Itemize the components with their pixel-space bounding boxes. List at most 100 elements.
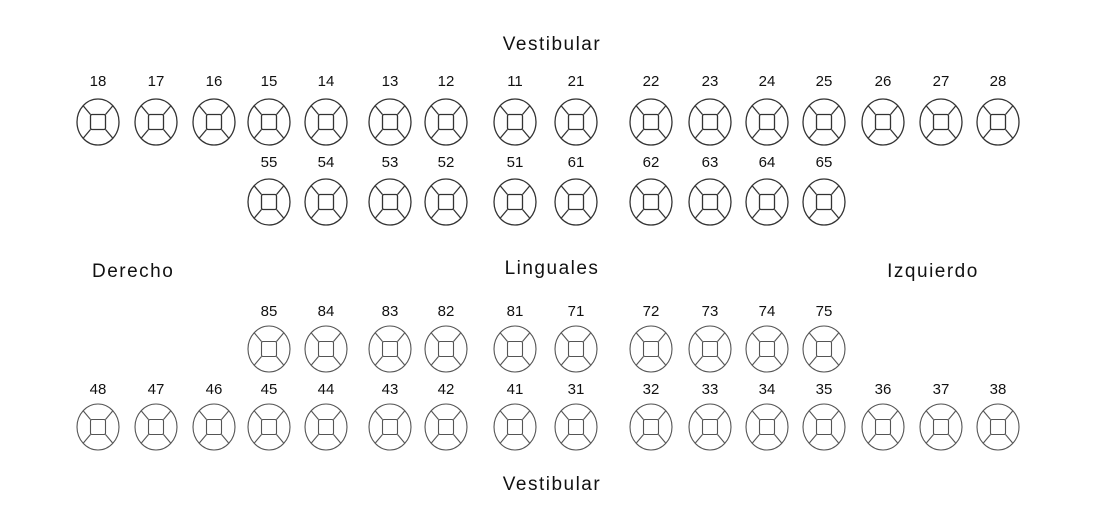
tooth-18[interactable]: 18: [76, 73, 120, 146]
tooth-62[interactable]: 62: [629, 154, 673, 226]
tooth-surface-divider: [717, 105, 726, 115]
tooth-65[interactable]: 65: [802, 154, 846, 226]
tooth-occlusal-surface: [815, 113, 833, 131]
tooth-number: 61: [568, 154, 585, 171]
tooth-surface-divider: [140, 434, 149, 444]
tooth-surface-divider: [374, 209, 383, 219]
tooth-47[interactable]: 47: [134, 381, 178, 451]
tooth-32[interactable]: 32: [629, 381, 673, 451]
tooth-surface-divider: [374, 185, 383, 195]
label-derecho: Derecho: [92, 261, 174, 282]
tooth-84[interactable]: 84: [304, 303, 348, 373]
tooth-63[interactable]: 63: [688, 154, 732, 226]
tooth-outline: [304, 178, 348, 226]
tooth-26[interactable]: 26: [861, 73, 905, 146]
tooth-74[interactable]: 74: [745, 303, 789, 373]
tooth-24[interactable]: 24: [745, 73, 789, 146]
tooth-52[interactable]: 52: [424, 154, 468, 226]
tooth-42[interactable]: 42: [424, 381, 468, 451]
tooth-51[interactable]: 51: [493, 154, 537, 226]
tooth-12[interactable]: 12: [424, 73, 468, 146]
tooth-21[interactable]: 21: [554, 73, 598, 146]
tooth-surface-divider: [890, 105, 899, 115]
tooth-72[interactable]: 72: [629, 303, 673, 373]
tooth-surface-divider: [140, 129, 149, 139]
tooth-surface-divider: [831, 434, 840, 444]
tooth-23[interactable]: 23: [688, 73, 732, 146]
tooth-number: 16: [206, 73, 223, 90]
tooth-surface-divider: [221, 129, 230, 139]
tooth-36[interactable]: 36: [861, 381, 905, 451]
tooth-outline: [424, 403, 468, 451]
tooth-34[interactable]: 34: [745, 381, 789, 451]
tooth-37[interactable]: 37: [919, 381, 963, 451]
tooth-surface-divider: [1005, 105, 1014, 115]
tooth-35[interactable]: 35: [802, 381, 846, 451]
tooth-82[interactable]: 82: [424, 303, 468, 373]
tooth-surface-divider: [948, 129, 957, 139]
tooth-71[interactable]: 71: [554, 303, 598, 373]
tooth-83[interactable]: 83: [368, 303, 412, 373]
tooth-surface-divider: [397, 185, 406, 195]
tooth-surface-divider: [499, 332, 508, 342]
tooth-surface-divider: [276, 129, 285, 139]
tooth-85[interactable]: 85: [247, 303, 291, 373]
tooth-61[interactable]: 61: [554, 154, 598, 226]
tooth-surface-divider: [333, 434, 342, 444]
tooth-31[interactable]: 31: [554, 381, 598, 451]
tooth-surface-divider: [831, 129, 840, 139]
tooth-number: 46: [206, 381, 223, 398]
tooth-45[interactable]: 45: [247, 381, 291, 451]
tooth-14[interactable]: 14: [304, 73, 348, 146]
tooth-16[interactable]: 16: [192, 73, 236, 146]
tooth-occlusal-surface: [815, 340, 833, 358]
tooth-13[interactable]: 13: [368, 73, 412, 146]
tooth-11[interactable]: 11: [493, 73, 537, 146]
tooth-55[interactable]: 55: [247, 154, 291, 226]
tooth-outline: [976, 403, 1020, 451]
tooth-33[interactable]: 33: [688, 381, 732, 451]
tooth-17[interactable]: 17: [134, 73, 178, 146]
tooth-surface-divider: [333, 410, 342, 420]
tooth-surface-divider: [982, 410, 991, 420]
tooth-surface-divider: [499, 434, 508, 444]
tooth-28[interactable]: 28: [976, 73, 1020, 146]
tooth-occlusal-surface: [437, 418, 455, 436]
tooth-38[interactable]: 38: [976, 381, 1020, 451]
tooth-occlusal-surface: [317, 113, 335, 131]
tooth-46[interactable]: 46: [192, 381, 236, 451]
tooth-number: 52: [438, 154, 455, 171]
tooth-27[interactable]: 27: [919, 73, 963, 146]
tooth-surface-divider: [453, 209, 462, 219]
tooth-15[interactable]: 15: [247, 73, 291, 146]
tooth-surface-divider: [374, 105, 383, 115]
tooth-surface-divider: [560, 185, 569, 195]
tooth-occlusal-surface: [317, 340, 335, 358]
tooth-81[interactable]: 81: [493, 303, 537, 373]
tooth-surface-divider: [808, 332, 817, 342]
tooth-surface-divider: [635, 209, 644, 219]
tooth-surface-divider: [751, 332, 760, 342]
tooth-22[interactable]: 22: [629, 73, 673, 146]
tooth-53[interactable]: 53: [368, 154, 412, 226]
tooth-number: 34: [759, 381, 776, 398]
tooth-surface-divider: [333, 209, 342, 219]
tooth-outline: [745, 178, 789, 226]
tooth-73[interactable]: 73: [688, 303, 732, 373]
tooth-41[interactable]: 41: [493, 381, 537, 451]
tooth-surface-divider: [221, 410, 230, 420]
tooth-surface-divider: [808, 410, 817, 420]
tooth-surface-divider: [198, 410, 207, 420]
tooth-44[interactable]: 44: [304, 381, 348, 451]
tooth-surface-divider: [717, 356, 726, 366]
tooth-75[interactable]: 75: [802, 303, 846, 373]
tooth-surface-divider: [751, 185, 760, 195]
tooth-64[interactable]: 64: [745, 154, 789, 226]
tooth-54[interactable]: 54: [304, 154, 348, 226]
tooth-outline: [424, 325, 468, 373]
tooth-48[interactable]: 48: [76, 381, 120, 451]
tooth-43[interactable]: 43: [368, 381, 412, 451]
tooth-surface-divider: [560, 410, 569, 420]
tooth-number: 84: [318, 303, 335, 320]
tooth-25[interactable]: 25: [802, 73, 846, 146]
